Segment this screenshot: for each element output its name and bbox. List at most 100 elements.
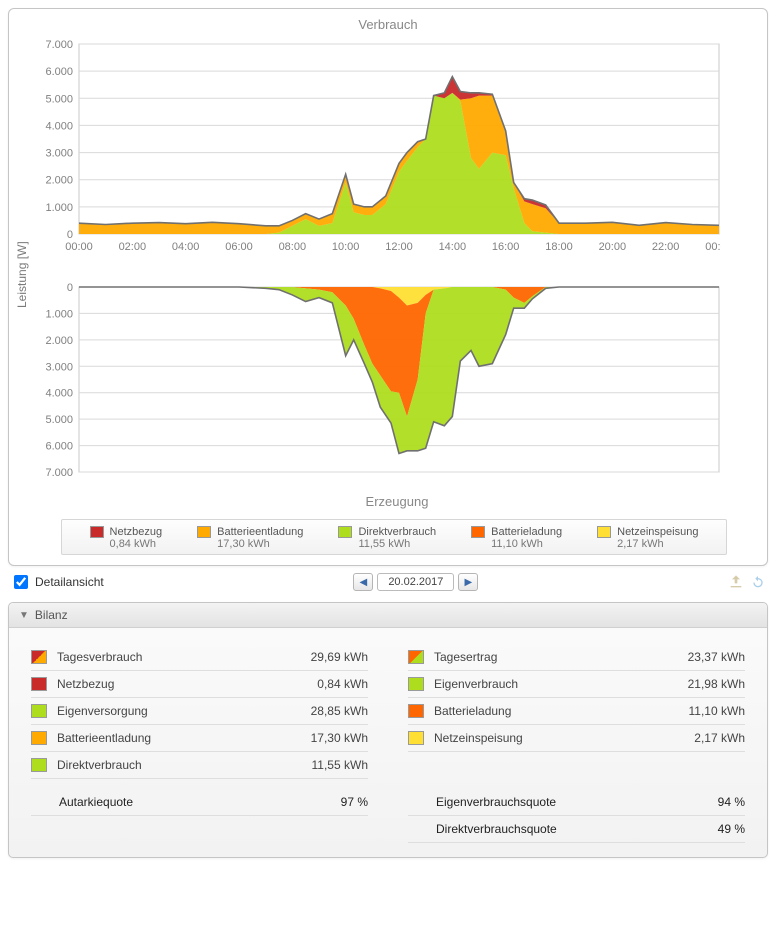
bilanz-value: 17,30 kWh [311,731,368,745]
bilanz-swatch [31,758,47,772]
legend-swatch [338,526,352,538]
collapse-icon: ▼ [19,610,29,621]
legend-value: 0,84 kWh [110,538,156,550]
prev-date-button[interactable]: ◀ [353,573,373,591]
legend-label: Netzeinspeisung [617,526,698,538]
bilanz-swatch [408,650,424,664]
refresh-icon[interactable] [750,574,766,590]
svg-text:02:00: 02:00 [119,241,147,253]
legend-label: Direktverbrauch [358,526,436,538]
bilanz-column-right: Tagesertrag 23,37 kWh Eigenverbrauch21,98 … [408,644,745,779]
bilanz-label: Netzeinspeisung [434,731,523,745]
quote-row: Eigenverbrauchsquote 94 % [408,789,745,816]
legend-item[interactable]: Batterieentladung17,30 kWh [197,526,303,550]
svg-text:4.000: 4.000 [45,120,73,132]
svg-text:04:00: 04:00 [172,241,200,253]
y-axis-label: Leistung [W] [13,36,31,513]
bilanz-label: Tagesertrag [434,650,497,664]
svg-text:6.000: 6.000 [45,66,73,78]
svg-text:22:00: 22:00 [652,241,680,253]
quotes-column-right: Eigenverbrauchsquote 94 % Direktverbrauchs… [408,789,745,843]
bilanz-label: Eigenversorgung [57,704,148,718]
quote-row: Direktverbrauchsquote 49 % [408,816,745,843]
bilanz-column-left: Tagesverbrauch 29,69 kWh Netzbezug0,84 kWh… [31,644,368,779]
export-icon[interactable] [728,574,744,590]
legend-swatch [197,526,211,538]
svg-text:7.000: 7.000 [45,467,73,479]
date-navigator: ◀ 20.02.2017 ▶ [104,573,728,591]
svg-text:16:00: 16:00 [492,241,520,253]
svg-text:18:00: 18:00 [545,241,573,253]
chart-legend: Netzbezug0,84 kWh Batterieentladung17,30 … [61,519,727,555]
legend-value: 11,10 kWh [491,538,543,550]
svg-text:00:00: 00:00 [65,241,93,253]
svg-text:2.000: 2.000 [45,335,73,347]
legend-item[interactable]: Direktverbrauch11,55 kWh [338,526,436,550]
toolbar: Detailansicht ◀ 20.02.2017 ▶ [10,572,766,592]
bilanz-swatch [31,677,47,691]
bilanz-swatch [31,731,47,745]
detailansicht-label: Detailansicht [35,575,104,589]
bilanz-label: Batterieladung [434,704,511,718]
legend-label: Batterieladung [491,526,562,538]
date-field[interactable]: 20.02.2017 [377,573,454,591]
charts-container: 0 1.000 2.000 3.000 4.000 5.000 6.000 7.000 00:0… [31,36,763,513]
quotes-column-left: Autarkiequote 97 % [31,789,368,843]
bilanz-row: Netzbezug0,84 kWh [31,671,368,698]
bilanz-row: Netzeinspeisung2,17 kWh [408,725,745,752]
legend-value: 17,30 kWh [217,538,270,550]
detailansicht-checkbox[interactable] [14,575,28,589]
svg-text:00:00: 00:00 [705,241,721,253]
legend-item[interactable]: Netzbezug0,84 kWh [90,526,163,550]
bilanz-row: Tagesverbrauch 29,69 kWh [31,644,368,671]
bilanz-row: Eigenverbrauch21,98 kWh [408,671,745,698]
erzeugung-chart: 01.0002.0003.0004.0005.0006.0007.000 [31,279,721,493]
bilanz-value: 23,37 kWh [688,650,745,664]
legend-item[interactable]: Batterieladung11,10 kWh [471,526,562,550]
bilanz-value: 0,84 kWh [317,677,368,691]
bilanz-title: Bilanz [35,608,68,622]
quote-label: Direktverbrauchsquote [436,822,557,836]
detailansicht-checkbox-wrapper[interactable]: Detailansicht [10,572,104,592]
bilanz-row: Tagesertrag 23,37 kWh [408,644,745,671]
bilanz-value: 11,55 kWh [312,758,368,772]
svg-text:10:00: 10:00 [332,241,360,253]
legend-value: 11,55 kWh [358,538,410,550]
svg-text:20:00: 20:00 [599,241,627,253]
quote-value: 94 % [718,795,745,809]
quote-value: 97 % [341,795,368,809]
verbrauch-title: Verbrauch [13,17,763,32]
svg-text:1.000: 1.000 [45,308,73,320]
quote-value: 49 % [718,822,745,836]
next-date-button[interactable]: ▶ [458,573,478,591]
bilanz-body: Tagesverbrauch 29,69 kWh Netzbezug0,84 kWh… [9,628,767,787]
legend-swatch [597,526,611,538]
legend-item[interactable]: Netzeinspeisung2,17 kWh [597,526,698,550]
quote-label: Eigenverbrauchsquote [436,795,556,809]
quote-label: Autarkiequote [59,795,133,809]
svg-text:14:00: 14:00 [439,241,467,253]
legend-label: Batterieentladung [217,526,303,538]
bilanz-header[interactable]: ▼ Bilanz [9,603,767,628]
svg-text:12:00: 12:00 [385,241,413,253]
bilanz-value: 21,98 kWh [688,677,745,691]
svg-text:5.000: 5.000 [45,93,73,105]
svg-text:3.000: 3.000 [45,148,73,160]
legend-value: 2,17 kWh [617,538,663,550]
bilanz-value: 11,10 kWh [689,704,745,718]
bilanz-value: 29,69 kWh [311,650,368,664]
bilanz-quotes: Autarkiequote 97 % Eigenverbrauchsquote 94… [9,787,767,857]
bilanz-swatch [408,677,424,691]
bilanz-label: Tagesverbrauch [57,650,142,664]
svg-text:2.000: 2.000 [45,175,73,187]
svg-text:3.000: 3.000 [45,361,73,373]
verbrauch-chart: 01.0002.0003.0004.0005.0006.0007.00000:0… [31,36,721,276]
quote-row: Autarkiequote 97 % [31,789,368,816]
svg-text:4.000: 4.000 [45,388,73,400]
chart-panel: Verbrauch Leistung [W] 0 1.000 2.000 3.000 4… [8,8,768,566]
svg-text:6.000: 6.000 [45,441,73,453]
svg-text:0: 0 [67,282,73,294]
bilanz-row: Direktverbrauch11,55 kWh [31,752,368,779]
chart-row: Leistung [W] 0 1.000 2.000 3.000 4.000 5.000 6… [13,36,763,513]
svg-text:08:00: 08:00 [279,241,307,253]
